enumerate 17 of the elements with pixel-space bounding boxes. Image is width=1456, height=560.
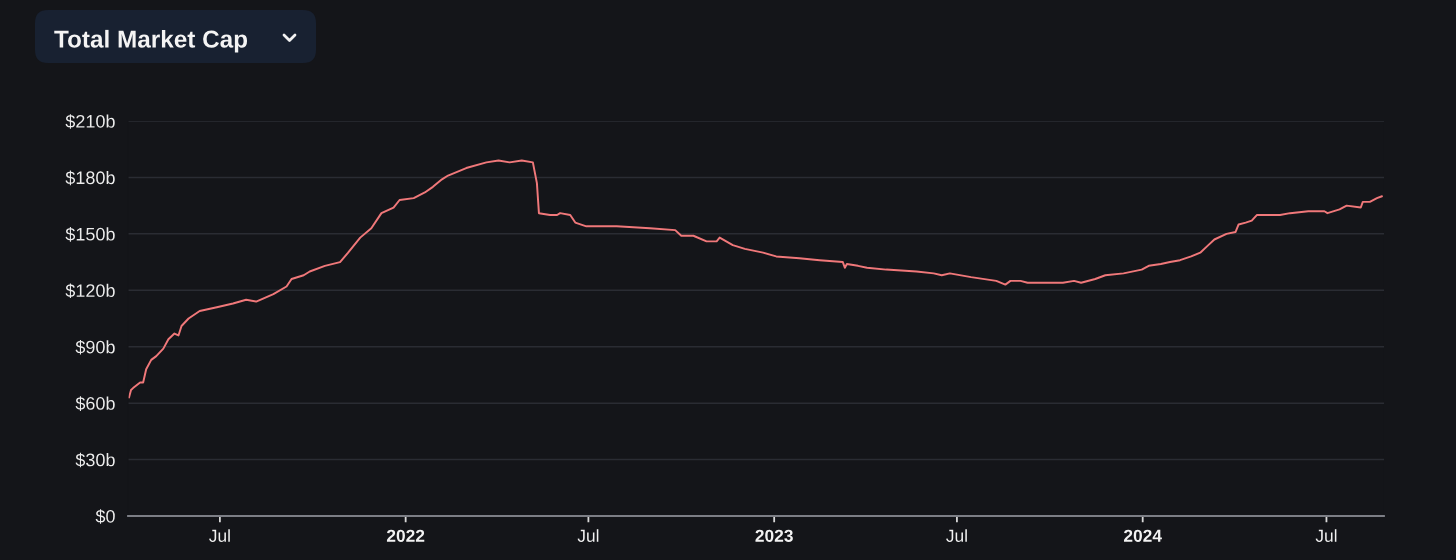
- chart-title: Total Market Cap: [54, 29, 248, 53]
- x-tick-label: 2024: [1123, 529, 1162, 542]
- x-tick-label: Jul: [577, 529, 599, 542]
- line-series: [128, 159, 1383, 399]
- y-tick-label: $30b: [75, 452, 115, 468]
- y-tick-label: $90b: [75, 339, 115, 355]
- x-tick-label: Jul: [1315, 529, 1337, 542]
- x-tick-label: Jul: [946, 529, 967, 542]
- y-tick-label: $120b: [65, 283, 115, 299]
- y-tick-label: $60b: [75, 396, 115, 411]
- y-tick-label: $0: [95, 509, 115, 524]
- y-tick-label: $180b: [65, 170, 115, 186]
- y-tick-label: $150b: [65, 227, 115, 242]
- x-tick-label: 2023: [755, 529, 793, 542]
- y-tick-label: $210b: [65, 114, 115, 129]
- x-tick-label: 2022: [386, 529, 425, 542]
- x-tick-label: Jul: [209, 529, 230, 542]
